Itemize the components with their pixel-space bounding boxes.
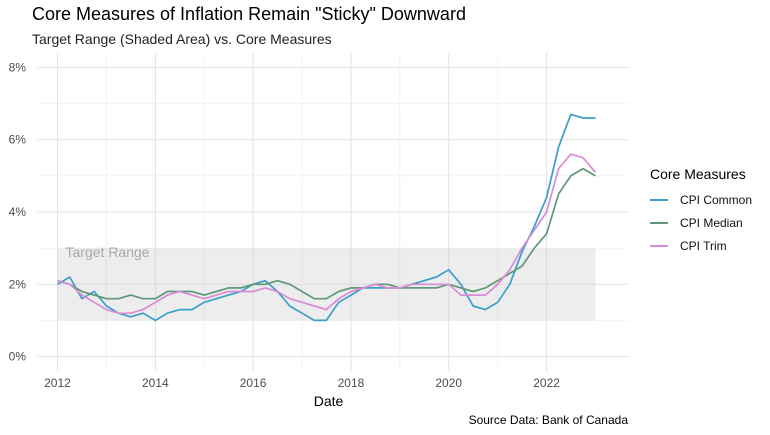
- series-line-cpi-common: [57, 113, 596, 322]
- y-tick-label: 4%: [9, 205, 27, 219]
- x-tick-label: 2016: [240, 376, 267, 390]
- x-tick-label: 2022: [533, 376, 560, 390]
- y-tick-label: 6%: [9, 133, 27, 147]
- source-caption: Source Data: Bank of Canada: [468, 413, 628, 427]
- x-tick-label: 2012: [44, 376, 71, 390]
- series-line-cpi-trim: [57, 153, 597, 315]
- legend-item-cpi-trim: CPI Trim: [650, 234, 752, 257]
- legend-swatch-cpi-trim: [650, 244, 668, 247]
- legend-label-cpi-median: CPI Median: [680, 215, 743, 230]
- x-tick-label: 2018: [338, 376, 365, 390]
- legend-label-cpi-trim: CPI Trim: [680, 238, 727, 253]
- y-tick-label: 2%: [9, 277, 27, 291]
- target-range-label: Target Range: [66, 244, 150, 260]
- chart-subtitle: Target Range (Shaded Area) vs. Core Meas…: [32, 31, 332, 47]
- legend-title: Core Measures: [650, 166, 746, 182]
- x-tick-label: 2014: [142, 376, 169, 390]
- x-axis-title: Date: [314, 393, 344, 409]
- legend-label-cpi-common: CPI Common: [680, 192, 753, 207]
- chart-title: Core Measures of Inflation Remain "Stick…: [32, 4, 466, 24]
- legend-item-cpi-median: CPI Median: [650, 211, 752, 234]
- legend-swatch-cpi-common: [650, 198, 668, 201]
- legend-swatch-cpi-median: [650, 221, 668, 224]
- legend-item-cpi-common: CPI Common: [650, 188, 752, 211]
- legend: Core Measures CPI Common CPI Median CPI …: [650, 166, 752, 257]
- y-tick-label: 8%: [9, 60, 27, 74]
- y-tick-label: 0%: [9, 350, 27, 364]
- x-tick-label: 2020: [435, 376, 462, 390]
